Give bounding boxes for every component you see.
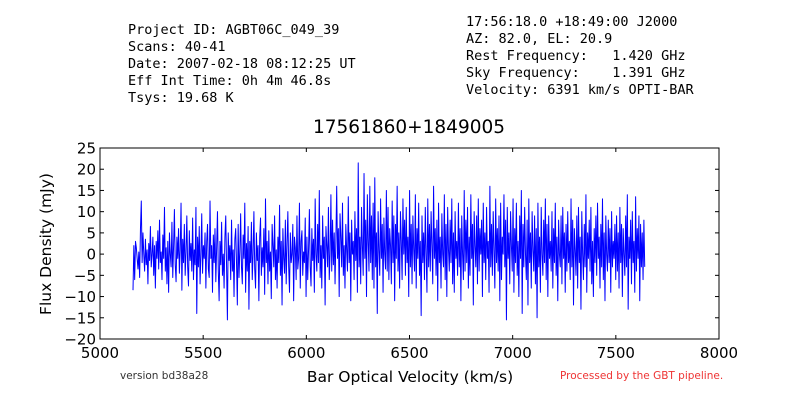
y-tick-label: 10	[77, 203, 96, 221]
axis-layer: 5000 5500 6000 6500 7000 7500 8000 −20 −15 −10 −5 0…	[64, 140, 738, 363]
y-tick-label: −15	[64, 309, 96, 327]
series-line-0	[132, 162, 646, 321]
x-axis-label: Bar Optical Velocity (km/s)	[307, 368, 513, 386]
coordinates-text: 17:56:18.0 +18:49:00 J2000	[466, 14, 678, 30]
x-tick-label: 6500	[390, 344, 428, 362]
x-tick-label: 5000	[81, 344, 119, 362]
date-text: Date: 2007-02-18 08:12:25 UT	[128, 56, 356, 72]
x-tick-label: 7000	[494, 344, 532, 362]
y-tick-label: 5	[86, 224, 96, 242]
int-time-text: Eff Int Time: 0h 4m 46.8s	[128, 73, 332, 89]
project-id-text: Project ID: AGBT06C_049_39	[128, 22, 340, 38]
y-tick-label: 15	[77, 182, 96, 200]
chart-title: 17561860+1849005	[313, 117, 505, 138]
velocity-text: Velocity: 6391 km/s OPTI-BAR	[466, 82, 694, 98]
y-axis-label: Flux Density (mJy)	[37, 173, 55, 315]
y-tick-label: 25	[77, 140, 96, 158]
scans-text: Scans: 40-41	[128, 39, 226, 55]
version-label: version bd38a28	[120, 370, 209, 382]
y-tick-label: −10	[64, 288, 96, 306]
x-tick-label: 7500	[597, 344, 635, 362]
y-tick-label: −5	[74, 267, 96, 285]
y-tick-label: 0	[86, 246, 96, 264]
y-tick-label: −20	[64, 331, 96, 349]
pipeline-credit: Processed by the GBT pipeline.	[560, 370, 724, 382]
x-tick-label: 5500	[184, 344, 222, 362]
series-layer	[132, 162, 646, 321]
x-tick-label: 6000	[287, 344, 325, 362]
header-left-block: Project ID: AGBT06C_049_39 Scans: 40-41 …	[128, 22, 356, 107]
x-tick-label: 8000	[700, 344, 738, 362]
tsys-text: Tsys: 19.68 K	[128, 90, 234, 106]
az-el-text: AZ: 82.0, EL: 20.9	[466, 31, 613, 47]
sky-frequency-text: Sky Frequency: 1.391 GHz	[466, 65, 686, 81]
y-tick-label: 20	[77, 161, 96, 179]
header-right-block: 17:56:18.0 +18:49:00 J2000 AZ: 82.0, EL:…	[466, 14, 694, 99]
rest-frequency-text: Rest Frequency: 1.420 GHz	[466, 48, 686, 64]
